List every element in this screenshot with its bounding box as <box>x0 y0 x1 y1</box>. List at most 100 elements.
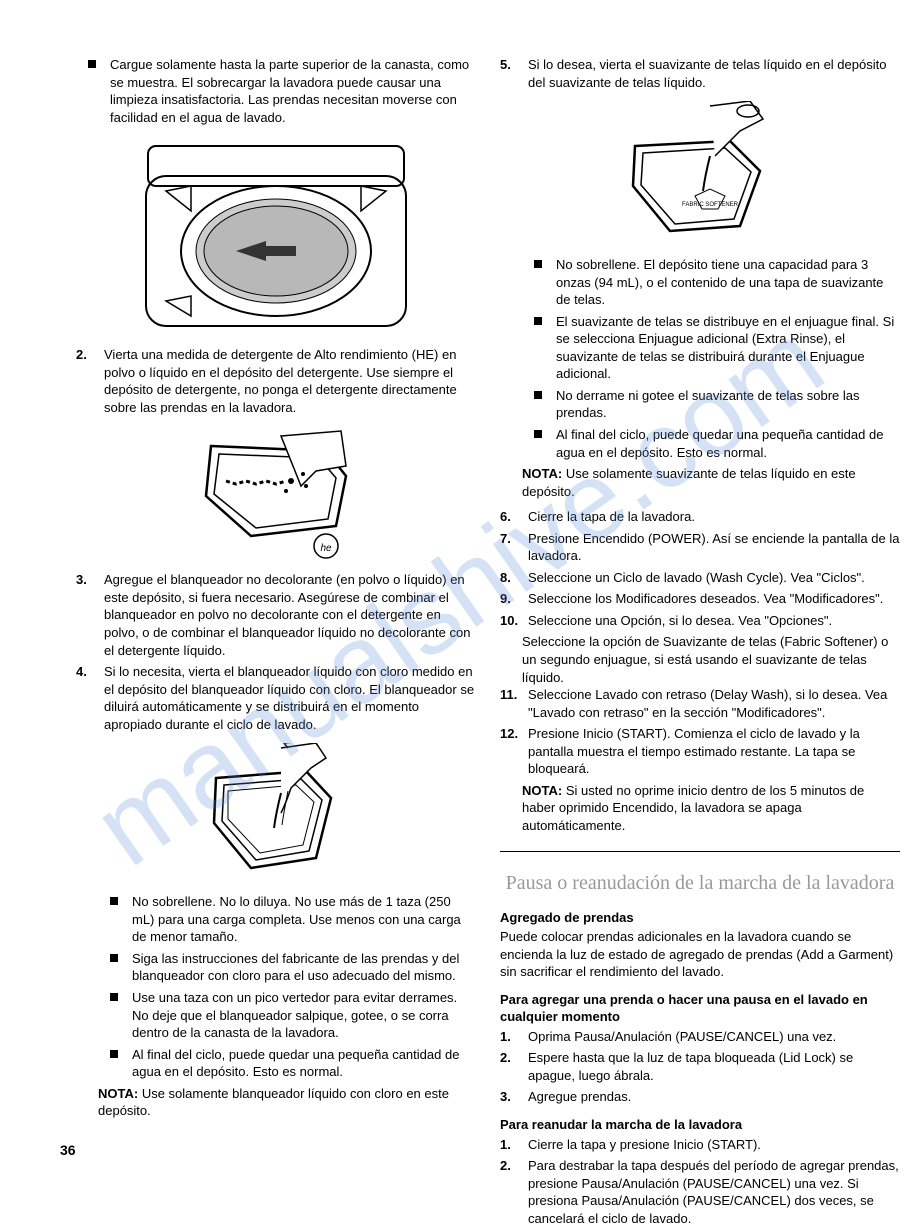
step-number: 2. <box>500 1049 520 1084</box>
step-item: 9. Seleccione los Modificadores deseados.… <box>500 590 900 608</box>
step-item: 12. Presione Inicio (START). Comienza el … <box>500 725 900 778</box>
step-number: 4. <box>76 663 96 733</box>
step-subtext: Seleccione la opción de Suavizante de te… <box>500 633 900 686</box>
step-text: Seleccione un Ciclo de lavado (Wash Cycl… <box>528 569 900 587</box>
bullet-icon <box>534 317 542 325</box>
bullet-item: No sobrellene. No lo diluya. No use más … <box>98 893 476 946</box>
step-item: 4. Si lo necesita, vierta el blanqueador… <box>76 663 476 733</box>
nested-bullets: No sobrellene. No lo diluya. No use más … <box>76 893 476 1120</box>
step-number: 12. <box>500 725 520 778</box>
note-text: Si usted no oprime inicio dentro de los … <box>522 783 864 833</box>
right-column: 5. Si lo desea, vierta el suavizante de … <box>500 56 900 1231</box>
note-text: Use solamente blanqueador líquido con cl… <box>98 1086 449 1119</box>
step-number: 1. <box>500 1136 520 1154</box>
bullet-text: No derrame ni gotee el suavizante de tel… <box>556 387 900 422</box>
note-label: NOTA: <box>522 466 562 481</box>
step-item: 2. Vierta una medida de detergente de Al… <box>76 346 476 416</box>
note-line: NOTA: Si usted no oprime inicio dentro d… <box>500 782 900 835</box>
step-item: 11. Seleccione Lavado con retraso (Delay … <box>500 686 900 721</box>
step-item: 6. Cierre la tapa de la lavadora. <box>500 508 900 526</box>
step-number: 2. <box>76 346 96 416</box>
bullet-text: Cargue solamente hasta la parte superior… <box>110 56 476 126</box>
bleach-icon <box>196 743 356 883</box>
bullet-item: Siga las instrucciones del fabricante de… <box>98 950 476 985</box>
step-number: 9. <box>500 590 520 608</box>
section-divider <box>500 851 900 852</box>
left-column: Cargue solamente hasta la parte superior… <box>76 56 476 1231</box>
bullet-item: No derrame ni gotee el suavizante de tel… <box>522 387 900 422</box>
step-item: 2.Espere hasta que la luz de tapa bloque… <box>500 1049 900 1084</box>
svg-text:FABRIC SOFTENER: FABRIC SOFTENER <box>682 202 739 208</box>
bullet-text: No sobrellene. No lo diluya. No use más … <box>132 893 476 946</box>
step-item: 8. Seleccione un Ciclo de lavado (Wash Cy… <box>500 569 900 587</box>
step-text: Seleccione una Opción, si lo desea. Vea … <box>528 612 900 630</box>
step-item: 3. Agregue el blanqueador no decolorante… <box>76 571 476 659</box>
note-label: NOTA: <box>522 783 562 798</box>
note-label: NOTA: <box>98 1086 138 1101</box>
step-item: 1. Oprima Pausa/Anulación (PAUSE/CANCEL) … <box>500 1028 900 1046</box>
step-text: Seleccione Lavado con retraso (Delay Was… <box>528 686 900 721</box>
note-line: NOTA: Use solamente blanqueador líquido … <box>98 1085 476 1120</box>
bullet-text: Siga las instrucciones del fabricante de… <box>132 950 476 985</box>
paragraph: Puede colocar prendas adicionales en la … <box>500 928 900 981</box>
sub-heading: Para agregar una prenda o hacer una paus… <box>500 991 900 1026</box>
bullet-icon <box>110 993 118 1001</box>
bullet-text: Al final del ciclo, puede quedar una peq… <box>132 1046 476 1081</box>
step-number: 6. <box>500 508 520 526</box>
washer-top-icon <box>136 136 416 336</box>
figure-bleach <box>76 743 476 883</box>
step-text: Para destrabar la tapa después del perío… <box>528 1157 900 1227</box>
step-number: 3. <box>76 571 96 659</box>
svg-text:he: he <box>320 543 332 554</box>
step-text: Presione Inicio (START). Comienza el cic… <box>528 725 900 778</box>
step-text: Si lo desea, vierta el suavizante de tel… <box>528 56 900 91</box>
sub-heading: Para reanudar la marcha de la lavadora <box>500 1116 900 1134</box>
step-number: 1. <box>500 1028 520 1046</box>
bullet-text: No sobrellene. El depósito tiene una cap… <box>556 256 900 309</box>
bullet-item: Use una taza con un pico vertedor para e… <box>98 989 476 1042</box>
bullet-icon <box>110 897 118 905</box>
bullet-text: El suavizante de telas se distribuye en … <box>556 313 900 383</box>
page-number: 36 <box>60 1141 76 1160</box>
bullet-text: Use una taza con un pico vertedor para e… <box>132 989 476 1042</box>
step-item: 10.Seleccione una Opción, si lo desea. V… <box>500 612 900 630</box>
nested-bullets: No sobrellene. El depósito tiene una cap… <box>500 256 900 500</box>
step-item: 7.Presione Encendido (POWER). Así se enc… <box>500 530 900 565</box>
bullet-text: Al final del ciclo, puede quedar una peq… <box>556 426 900 461</box>
note-text: Use solamente suavizante de telas líquid… <box>522 466 856 499</box>
step-number: 8. <box>500 569 520 587</box>
bullet-item: No sobrellene. El depósito tiene una cap… <box>522 256 900 309</box>
step-text: Si lo necesita, vierta el blanqueador lí… <box>104 663 476 733</box>
bullet-item: El suavizante de telas se distribuye en … <box>522 313 900 383</box>
section-heading: Pausa o reanudación de la marcha de la l… <box>500 870 900 897</box>
softener-icon: FABRIC SOFTENER <box>615 101 785 246</box>
step-text: Vierta una medida de detergente de Alto … <box>104 346 476 416</box>
figure-detergent: he <box>76 426 476 561</box>
bullet-icon <box>110 954 118 962</box>
bullet-icon <box>110 1050 118 1058</box>
bullet-icon <box>534 260 542 268</box>
bullet-icon <box>88 60 96 68</box>
step-item: 1. Cierre la tapa y presione Inicio (STAR… <box>500 1136 900 1154</box>
step-number: 7. <box>500 530 520 565</box>
page-columns: Cargue solamente hasta la parte superior… <box>76 56 878 1231</box>
step-text: Cierre la tapa de la lavadora. <box>528 508 900 526</box>
figure-washer-top <box>76 136 476 336</box>
step-number: 5. <box>500 56 520 91</box>
step-text: Agregue el blanqueador no decolorante (e… <box>104 571 476 659</box>
step-text: Agregue prendas. <box>528 1088 900 1106</box>
bullet-item: Al final del ciclo, puede quedar una peq… <box>522 426 900 461</box>
step-item: 2.Para destrabar la tapa después del per… <box>500 1157 900 1227</box>
bullet-icon <box>534 391 542 399</box>
step-item: 5. Si lo desea, vierta el suavizante de … <box>500 56 900 91</box>
step-number: 2. <box>500 1157 520 1227</box>
step-text: Oprima Pausa/Anulación (PAUSE/CANCEL) un… <box>528 1028 900 1046</box>
step-item: 3.Agregue prendas. <box>500 1088 900 1106</box>
step-text: Presione Encendido (POWER). Así se encie… <box>528 530 900 565</box>
bullet-item: Cargue solamente hasta la parte superior… <box>76 56 476 126</box>
note-line: NOTA: Use solamente suavizante de telas … <box>522 465 900 500</box>
step-text: Cierre la tapa y presione Inicio (START)… <box>528 1136 900 1154</box>
figure-softener: FABRIC SOFTENER <box>500 101 900 246</box>
step-text: Seleccione los Modificadores deseados. V… <box>528 590 900 608</box>
step-number: 11. <box>500 686 520 721</box>
